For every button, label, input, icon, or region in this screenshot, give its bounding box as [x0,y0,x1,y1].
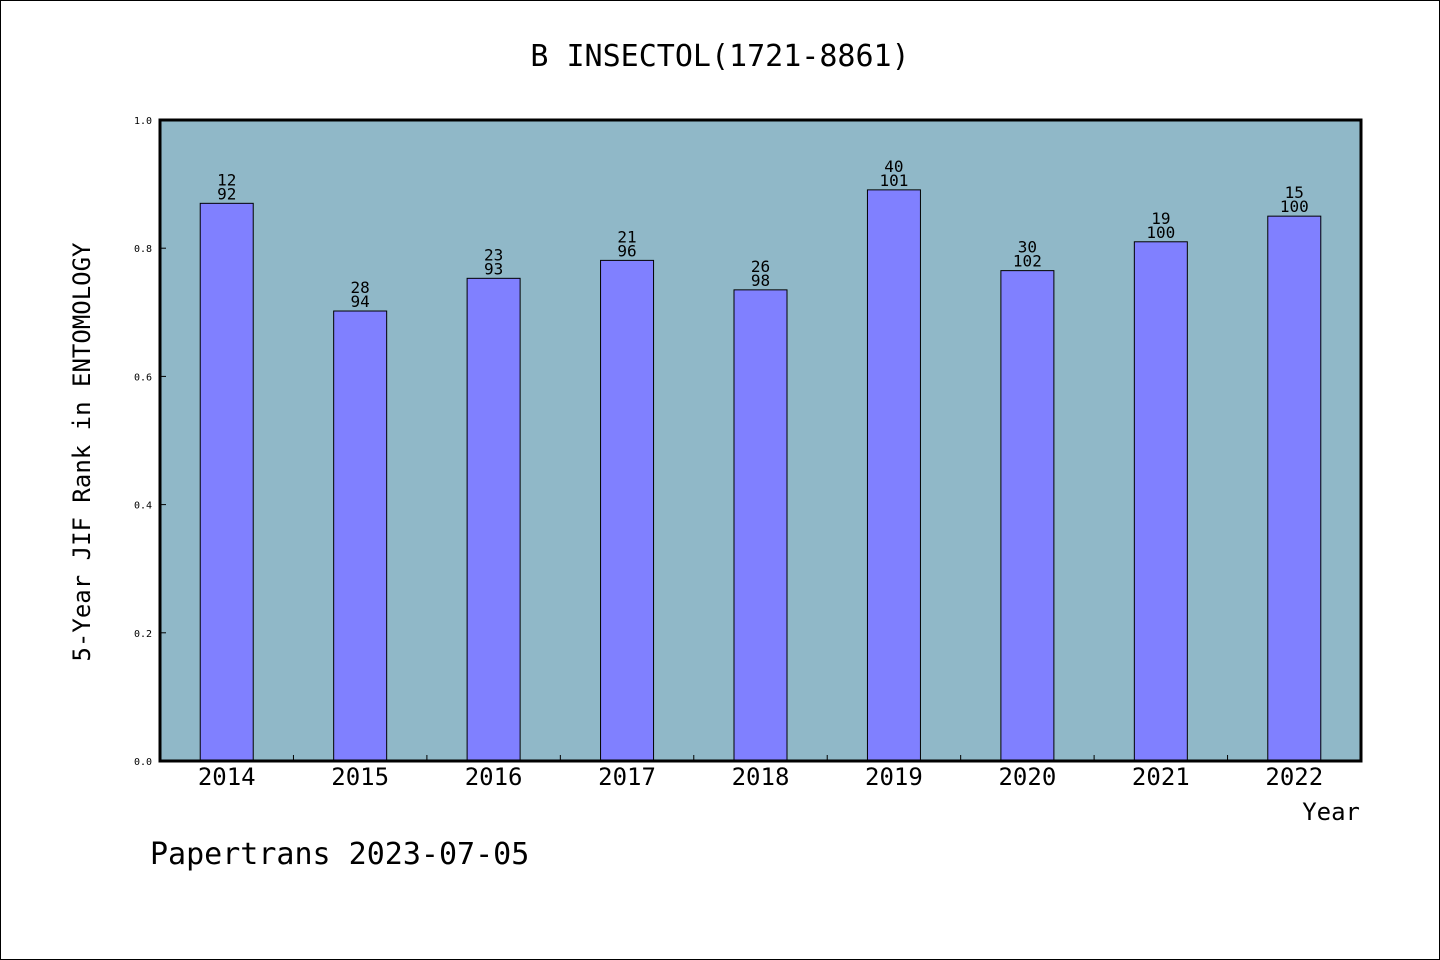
bar-label-bottom: 101 [879,171,908,190]
bar-label-top: 19 [1151,209,1170,228]
bar-label-bottom: 98 [751,271,770,290]
bar-2017 [600,259,655,762]
x-axis-label: Year [1302,798,1360,826]
x-tick-label: 2019 [865,763,923,791]
x-tick-label: 2014 [198,763,256,791]
bar-label-top: 30 [1018,238,1037,257]
bar-label-top: 40 [884,157,903,176]
bar-label-top: 26 [751,257,770,276]
bar-2014 [199,202,254,762]
y-axis-label: 5-Year JIF Rank in ENTOMOLOGY [68,242,96,662]
footer-credit: Papertrans 2023-07-05 [150,837,529,872]
bar-label-top: 15 [1285,183,1304,202]
x-tick-label: 2020 [998,763,1056,791]
x-tick-label: 2022 [1265,763,1323,791]
bar-2018 [733,289,788,762]
bar-2021 [1133,241,1188,762]
bar-2020 [1000,270,1055,762]
y-tick-label: 1.0 [134,116,152,127]
bar-label-bottom: 96 [617,241,636,260]
y-tick-label: 0.2 [134,629,152,640]
bar-label-bottom: 102 [1013,252,1042,271]
y-tick-label: 0.8 [134,244,152,255]
plot-border [158,118,1363,763]
bar-label-bottom: 100 [1146,223,1175,242]
x-tick-label: 2015 [331,763,389,791]
y-tick-label: 0.4 [134,501,152,512]
bar-label-top: 21 [617,227,636,246]
bar-label-top: 12 [217,170,236,189]
x-tick-label: 2018 [732,763,790,791]
bar-label-bottom: 94 [351,292,370,311]
bar-label-bottom: 93 [484,259,503,278]
bar-label-bottom: 100 [1280,197,1309,216]
bar-label-bottom: 92 [217,184,236,203]
x-tick-label: 2016 [465,763,523,791]
x-axis: 2014 2015 2016 2017 2018 2019 2020 2021 2022 [198,755,1323,791]
bar-label-top: 23 [484,245,503,264]
y-tick-label: 0.6 [134,372,152,383]
bar-2016 [466,277,521,762]
bar-2022 [1267,215,1322,762]
bar-2019 [866,189,921,762]
bar-label-top: 28 [351,278,370,297]
x-tick-label: 2021 [1132,763,1190,791]
chart-title: B INSECTOL(1721-8861) [530,39,909,74]
y-tick-label: 0.0 [134,757,152,768]
x-tick-label: 2017 [598,763,656,791]
bar-2015 [333,310,388,762]
